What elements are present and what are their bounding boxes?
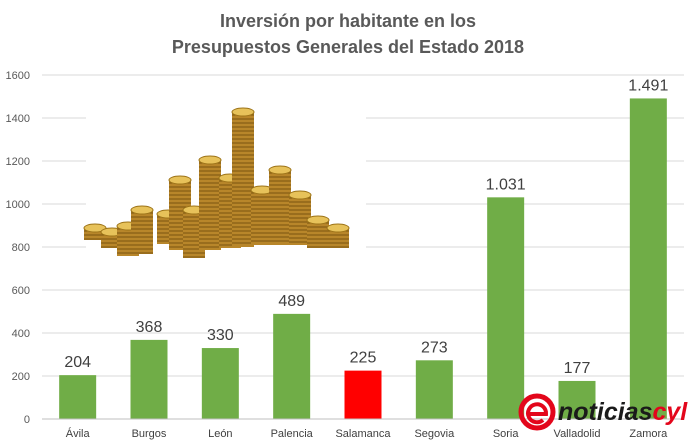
x-tick-label: Burgos <box>132 428 167 440</box>
bar <box>344 370 382 419</box>
noticiascyl-logo: noticiascyl <box>518 393 688 431</box>
x-tick-label: Palencia <box>271 428 314 440</box>
data-labels: 204 368 330 489 225 273 1.031 177 1.491 <box>64 77 668 377</box>
y-tick-label: 0 <box>24 414 30 426</box>
logo-prefix: noticias <box>558 398 653 426</box>
y-tick-label: 200 <box>12 371 30 383</box>
y-tick-label: 400 <box>12 328 30 340</box>
coin-stacks-photo <box>83 92 366 258</box>
y-tick-label: 800 <box>12 242 30 254</box>
y-tick-label: 1600 <box>6 70 30 82</box>
bar <box>629 98 667 419</box>
bar <box>273 313 311 419</box>
y-tick-label: 600 <box>12 285 30 297</box>
y-tick-label: 1000 <box>6 199 30 211</box>
data-label: 177 <box>564 360 591 377</box>
bar <box>59 375 97 419</box>
chart-title-line-1: Inversión por habitante en los <box>219 11 477 31</box>
x-tick-label: Ávila <box>66 427 91 440</box>
coin-top <box>268 165 292 175</box>
coin-top <box>288 190 312 200</box>
data-label: 368 <box>136 319 163 336</box>
coin-top <box>130 205 154 215</box>
e-logo-icon <box>518 393 556 431</box>
bar <box>558 380 596 419</box>
y-tick-label: 1200 <box>6 156 30 168</box>
coin-top <box>83 223 107 233</box>
bar <box>487 197 525 419</box>
coin-stack <box>289 195 311 245</box>
x-tick-label: Valladolid <box>554 428 601 440</box>
data-label: 330 <box>207 327 234 344</box>
data-label: 273 <box>421 339 448 356</box>
bar <box>201 348 239 419</box>
x-axis-ticks: Ávila Burgos León Palencia Salamanca Segovia S… <box>42 418 684 440</box>
coin-top <box>306 215 330 225</box>
data-label: 1.031 <box>486 176 526 193</box>
data-label: 204 <box>64 354 91 371</box>
y-axis-ticks: 0 200 400 600 800 1000 1200 1400 1600 <box>6 70 30 426</box>
x-tick-label: León <box>208 428 232 440</box>
chart-title-line-2: Presupuestos Generales del Estado 2018 <box>171 37 525 57</box>
bars <box>59 98 667 419</box>
data-label: 489 <box>278 293 305 310</box>
y-tick-label: 1400 <box>6 113 30 125</box>
x-tick-label: Salamanca <box>335 428 391 440</box>
x-tick-label: Segovia <box>414 428 455 440</box>
coin-stack <box>199 160 221 250</box>
coin-top <box>198 155 222 165</box>
data-label: 225 <box>350 350 377 367</box>
x-tick-label: Zamora <box>629 428 668 440</box>
bar <box>415 360 453 419</box>
x-tick-label: Soria <box>493 428 520 440</box>
chart-title: Inversión por habitante en los Presupues… <box>0 8 696 60</box>
coin-top <box>326 223 350 233</box>
logo-suffix: cyl <box>652 398 688 426</box>
svg-text:noticiascyl: noticiascyl <box>558 398 688 426</box>
coin-top <box>231 107 255 117</box>
bar <box>130 339 168 419</box>
coin-top <box>168 175 192 185</box>
data-label: 1.491 <box>628 77 668 94</box>
